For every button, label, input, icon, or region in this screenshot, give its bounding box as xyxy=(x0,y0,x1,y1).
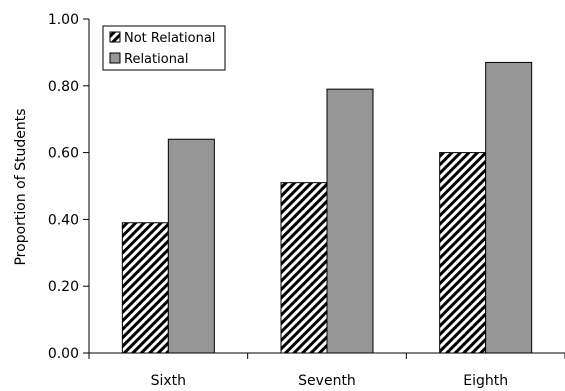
x-category-label: Sixth xyxy=(151,373,186,389)
y-axis-title: Proportion of Students xyxy=(13,108,29,265)
y-tick-label: 1.00 xyxy=(48,12,79,28)
y-tick-label: 0.00 xyxy=(48,346,79,362)
bars xyxy=(121,61,533,354)
x-category-label: Eighth xyxy=(463,373,508,389)
legend-box xyxy=(102,25,226,71)
y-tick-label: 0.40 xyxy=(48,212,79,228)
legend: Not Relational Relational xyxy=(102,25,226,71)
y-tick-labels: 0.00 0.20 0.40 0.60 0.80 1.00 xyxy=(48,12,79,362)
legend-swatch-not-relational xyxy=(109,31,121,43)
legend-label-relational: Relational xyxy=(124,52,189,67)
legend-label-not-relational: Not Relational xyxy=(124,31,215,46)
legend-swatch-relational xyxy=(109,52,121,64)
bar-relational-seventh xyxy=(326,88,374,354)
x-category-label: Seventh xyxy=(298,373,356,389)
category-labels: Sixth Seventh Eighth xyxy=(151,373,508,389)
bar-relational-eighth xyxy=(485,61,533,354)
bar-not-relational-seventh xyxy=(280,182,328,354)
y-tick-label: 0.80 xyxy=(48,79,79,95)
y-tick-label: 0.20 xyxy=(48,279,79,295)
bar-not-relational-sixth xyxy=(121,222,169,354)
bar-relational-sixth xyxy=(167,138,215,354)
bar-not-relational-eighth xyxy=(439,152,487,354)
y-tick-label: 0.60 xyxy=(48,146,79,162)
